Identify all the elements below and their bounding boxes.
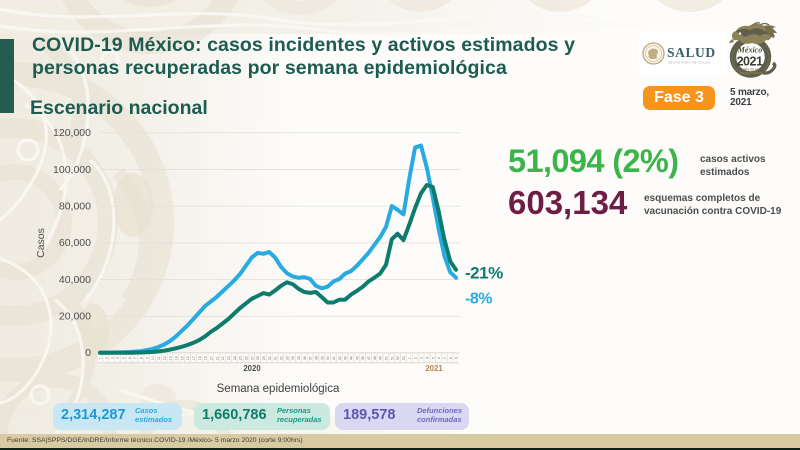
svg-text:21: 21 — [215, 356, 219, 360]
svg-text:41: 41 — [332, 356, 336, 360]
svg-text:47: 47 — [367, 356, 371, 360]
svg-text:11: 11 — [157, 356, 161, 360]
svg-text:51: 51 — [390, 356, 394, 360]
svg-text:80,000: 80,000 — [59, 201, 91, 213]
svg-text:6: 6 — [128, 357, 132, 359]
svg-text:8: 8 — [139, 357, 143, 359]
svg-text:2021: 2021 — [737, 55, 763, 69]
svg-text:53: 53 — [402, 356, 406, 360]
svg-text:4: 4 — [116, 357, 120, 359]
svg-text:36: 36 — [303, 356, 307, 360]
svg-text:10: 10 — [151, 356, 155, 360]
svg-text:35: 35 — [297, 356, 301, 360]
svg-text:40: 40 — [326, 356, 330, 360]
svg-text:26: 26 — [244, 356, 248, 360]
svg-text:29: 29 — [262, 356, 266, 360]
svg-text:14: 14 — [174, 356, 178, 360]
svg-text:120,000: 120,000 — [53, 127, 91, 139]
svg-text:2021: 2021 — [425, 364, 443, 373]
svg-text:19: 19 — [204, 356, 208, 360]
svg-text:39: 39 — [320, 356, 324, 360]
svg-text:28: 28 — [256, 356, 260, 360]
svg-text:7: 7 — [134, 357, 138, 359]
svg-text:12: 12 — [163, 356, 167, 360]
svg-text:Casos: Casos — [35, 228, 47, 258]
svg-text:50: 50 — [385, 356, 389, 360]
svg-text:6: 6 — [437, 357, 441, 359]
svg-text:23: 23 — [227, 356, 231, 360]
svg-text:48: 48 — [373, 356, 377, 360]
svg-text:1: 1 — [408, 357, 412, 359]
svg-text:Semana epidemiológica: Semana epidemiológica — [217, 383, 340, 395]
svg-text:17: 17 — [192, 356, 196, 360]
svg-text:1: 1 — [99, 357, 103, 359]
svg-text:5: 5 — [122, 357, 126, 359]
svg-text:20,000: 20,000 — [59, 311, 91, 323]
svg-text:31: 31 — [274, 356, 278, 360]
svg-text:33: 33 — [285, 356, 289, 360]
svg-text:34: 34 — [291, 356, 295, 360]
svg-text:2020: 2020 — [243, 364, 261, 373]
svg-text:-8%: -8% — [465, 291, 492, 308]
svg-text:9: 9 — [145, 357, 149, 359]
svg-text:México: México — [737, 46, 762, 55]
svg-text:18: 18 — [198, 356, 202, 360]
svg-text:8: 8 — [449, 357, 453, 359]
svg-text:4: 4 — [425, 357, 429, 359]
svg-text:SECRETARÍA DE SALUD: SECRETARÍA DE SALUD — [668, 61, 711, 65]
svg-text:49: 49 — [379, 356, 383, 360]
svg-text:0: 0 — [85, 347, 91, 359]
svg-text:3: 3 — [420, 357, 424, 359]
svg-text:3: 3 — [110, 357, 114, 359]
svg-text:Independencia: Independencia — [739, 71, 762, 75]
svg-text:40,000: 40,000 — [59, 274, 91, 286]
svg-text:32: 32 — [279, 356, 283, 360]
svg-text:2: 2 — [104, 357, 108, 359]
svg-text:2: 2 — [414, 357, 418, 359]
svg-text:27: 27 — [250, 356, 254, 360]
svg-text:13: 13 — [169, 356, 173, 360]
svg-text:100,000: 100,000 — [53, 164, 91, 176]
svg-text:9: 9 — [455, 357, 459, 359]
svg-text:60,000: 60,000 — [59, 237, 91, 249]
svg-text:20: 20 — [209, 356, 213, 360]
svg-text:42: 42 — [338, 356, 342, 360]
svg-text:24: 24 — [233, 356, 237, 360]
svg-text:-21%: -21% — [465, 264, 503, 283]
svg-text:37: 37 — [309, 356, 313, 360]
svg-text:46: 46 — [361, 356, 365, 360]
svg-text:25: 25 — [239, 356, 243, 360]
svg-text:43: 43 — [344, 356, 348, 360]
svg-text:16: 16 — [186, 356, 190, 360]
svg-text:5: 5 — [431, 357, 435, 359]
svg-text:45: 45 — [355, 356, 359, 360]
svg-text:22: 22 — [221, 356, 225, 360]
svg-text:Año de la: Año de la — [743, 68, 758, 72]
svg-text:SALUD: SALUD — [667, 45, 716, 60]
svg-text:44: 44 — [350, 356, 354, 360]
svg-text:30: 30 — [268, 356, 272, 360]
svg-text:38: 38 — [314, 356, 318, 360]
svg-text:15: 15 — [180, 356, 184, 360]
svg-text:7: 7 — [443, 357, 447, 359]
svg-text:52: 52 — [396, 356, 400, 360]
